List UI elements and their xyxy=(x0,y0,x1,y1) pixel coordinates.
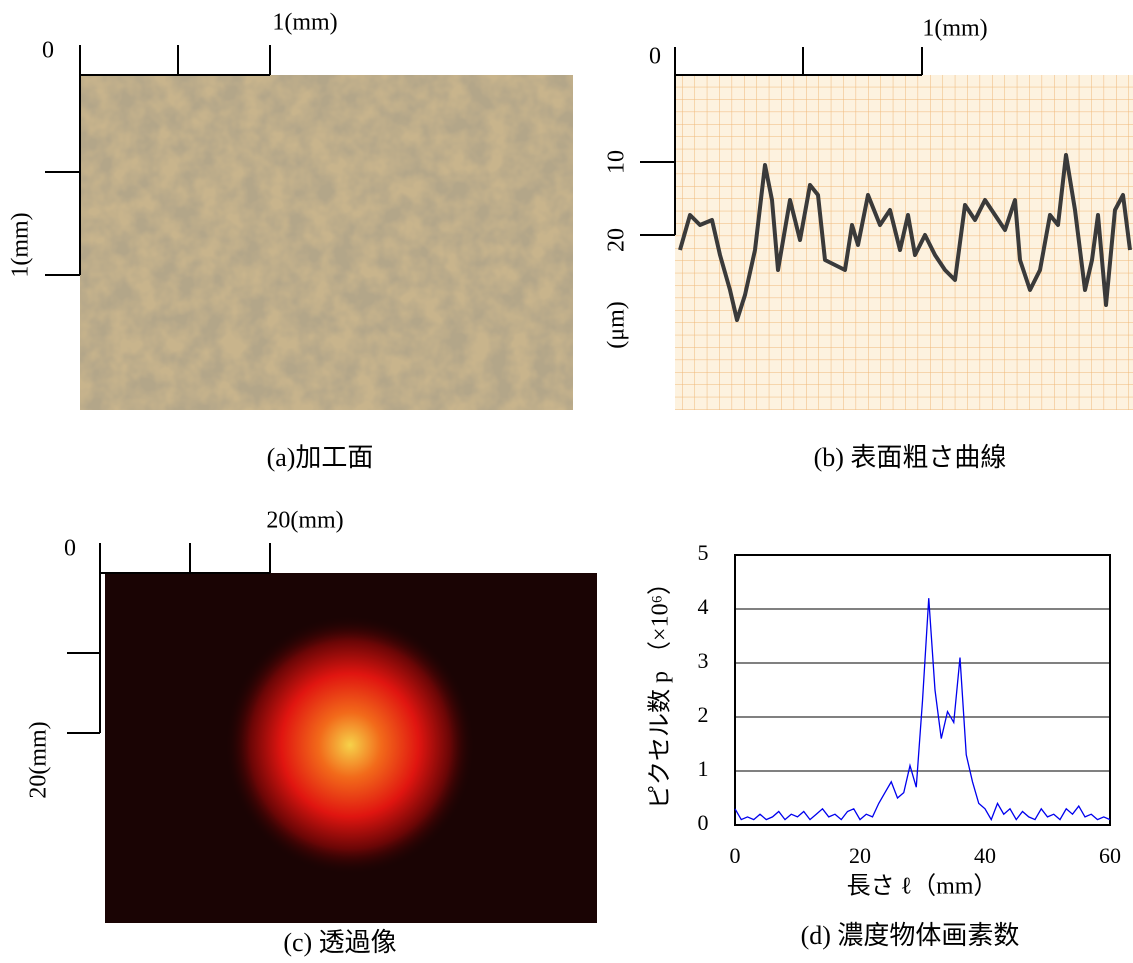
photo-glow xyxy=(225,615,475,875)
panel-c: 0 20(mm) 20(mm) (c) 透過像 xyxy=(26,508,597,957)
x-axis-label: 長さ ℓ（mm） xyxy=(847,874,998,900)
scale-bar xyxy=(45,45,271,276)
y-tick-label: 3 xyxy=(698,648,709,673)
panel-a: 0 1(mm) 1(mm) (a)加工面 xyxy=(8,10,573,472)
roughness-trace xyxy=(678,153,1132,322)
chart-title: (d) 濃度物体画素数 xyxy=(801,921,1020,950)
scale-label: 20(mm) xyxy=(26,721,52,798)
y-tick-label: 4 xyxy=(698,594,709,619)
scale-label: 20 xyxy=(604,228,630,252)
scale-label: 0 xyxy=(64,536,76,562)
caption: (c) 透過像 xyxy=(283,928,396,957)
scale-label: 20(mm) xyxy=(266,508,343,534)
scale-label: 1(mm) xyxy=(922,16,987,42)
scale-label: 0 xyxy=(42,38,54,64)
x-tick-label: 60 xyxy=(1099,843,1121,868)
x-tick-label: 20 xyxy=(849,843,871,868)
x-tick-label: 40 xyxy=(974,843,996,868)
scale-label: 0 xyxy=(649,44,661,70)
x-tick-label: 0 xyxy=(730,843,741,868)
scale-label: (μm) xyxy=(604,301,630,349)
scale-bar xyxy=(67,543,271,734)
scale-label: 1(mm) xyxy=(272,10,337,36)
caption: (b) 表面粗さ曲線 xyxy=(814,443,1007,472)
caption: (a)加工面 xyxy=(267,443,374,472)
photo-texture xyxy=(80,75,573,410)
data-line xyxy=(734,598,1111,822)
chart-paper xyxy=(675,75,1133,410)
plot-frame xyxy=(734,554,1111,826)
y-tick-label: 5 xyxy=(698,540,709,565)
panel-d: (d) 濃度物体画素数 長さ ℓ（mm） ピクセル数 p （×10⁶） 0 1 2 3… xyxy=(647,540,1122,950)
y-axis-label: ピクセル数 p （×10⁶） xyxy=(647,571,674,809)
scale-bar xyxy=(640,47,923,236)
y-tick-label: 0 xyxy=(698,810,709,835)
panel-b: 0 1(mm) 10 20 (μm) (b) 表面粗さ曲線 xyxy=(604,16,1133,472)
y-tick-label: 2 xyxy=(698,702,709,727)
scale-label: 10 xyxy=(604,150,630,174)
y-tick-label: 1 xyxy=(698,756,709,781)
scale-label: 1(mm) xyxy=(8,212,34,277)
